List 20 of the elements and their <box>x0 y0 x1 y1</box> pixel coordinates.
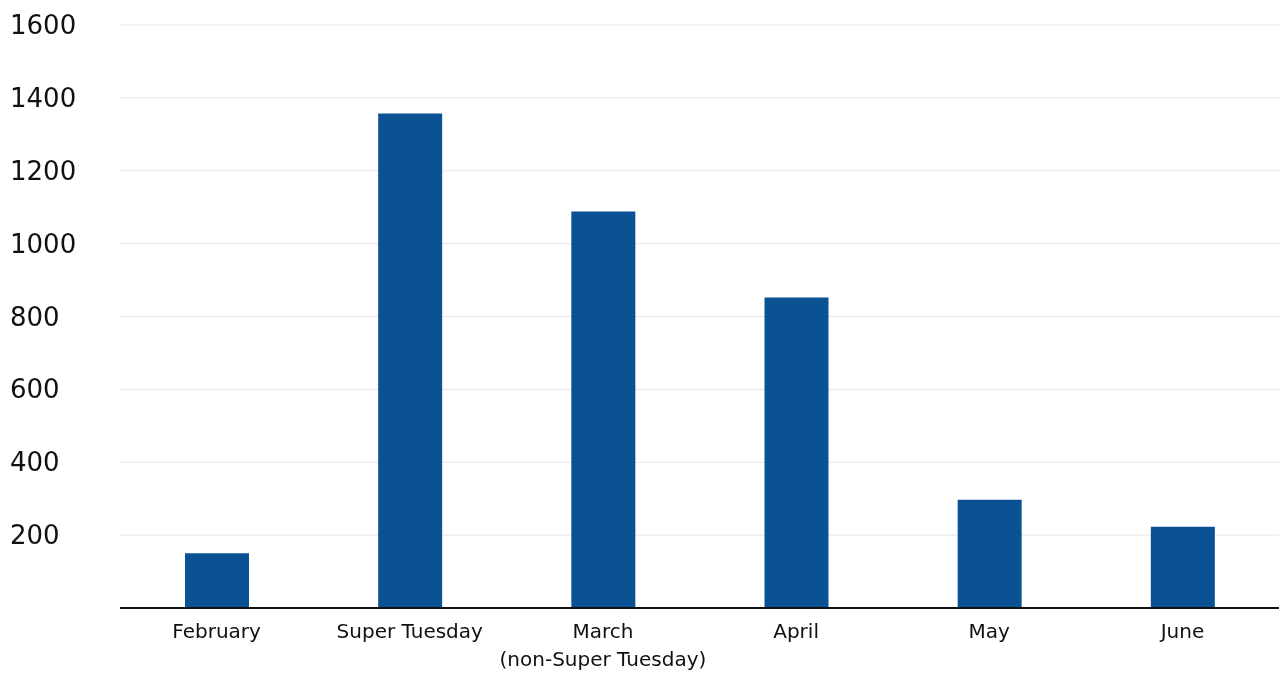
bar <box>957 499 1022 608</box>
x-tick-label: May <box>968 619 1011 643</box>
y-tick-label: 600 <box>10 374 60 405</box>
y-tick-label: 800 <box>10 301 60 332</box>
y-tick-label: 1600 <box>10 10 77 40</box>
bar <box>185 553 249 608</box>
bar <box>378 113 443 608</box>
x-tick-label: February <box>172 619 262 643</box>
y-tick-label: 400 <box>10 447 60 478</box>
bar <box>764 297 829 608</box>
bar <box>1150 526 1215 608</box>
y-tick-label: 1200 <box>10 155 77 186</box>
x-tick-label: March (non-Super Tuesday) <box>499 619 707 671</box>
x-tick-label: April <box>773 619 819 643</box>
y-tick-label: 200 <box>10 520 60 551</box>
x-tick-label: Super Tuesday <box>336 619 484 643</box>
x-tick-label: June <box>1158 619 1205 643</box>
y-tick-label: 1400 <box>10 82 77 113</box>
y-tick-label: 1000 <box>10 228 77 259</box>
bar <box>571 211 636 608</box>
